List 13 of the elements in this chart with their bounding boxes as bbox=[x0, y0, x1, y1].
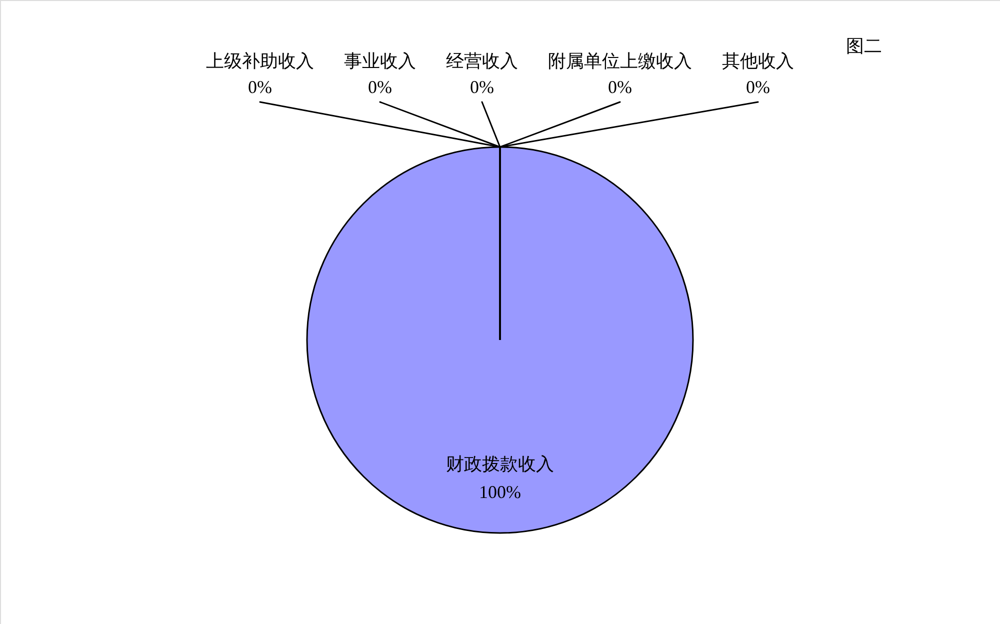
text: 0% bbox=[608, 77, 632, 97]
slice-label: 财政拨款收入 bbox=[446, 454, 554, 474]
category-label: 附属单位上缴收入 bbox=[548, 51, 692, 71]
category-label: 经营收入 bbox=[446, 51, 518, 71]
text: 0% bbox=[248, 77, 272, 97]
category-label: 其他收入 bbox=[722, 51, 794, 71]
category-label: 上级补助收入 bbox=[206, 51, 314, 71]
text: 0% bbox=[746, 77, 770, 97]
data-label: 100% bbox=[479, 482, 521, 502]
category-label: 事业收入 bbox=[344, 51, 416, 71]
text: 图二 bbox=[846, 36, 882, 56]
text: 0% bbox=[470, 77, 494, 97]
text: 0% bbox=[368, 77, 392, 97]
